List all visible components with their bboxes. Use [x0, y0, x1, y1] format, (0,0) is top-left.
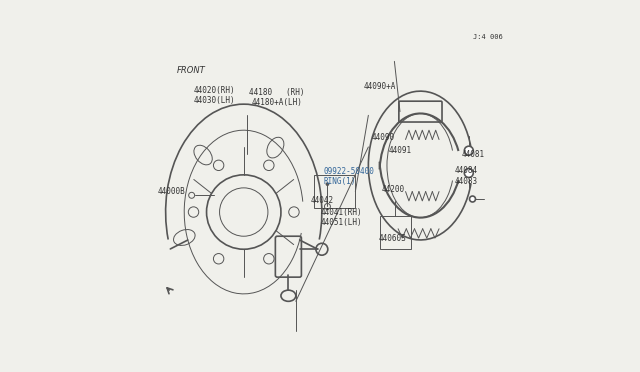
Text: 09922-50400
RING(1): 09922-50400 RING(1) — [324, 167, 374, 186]
Text: 44091: 44091 — [389, 146, 412, 155]
Circle shape — [326, 182, 330, 186]
Text: 44060S: 44060S — [379, 234, 406, 243]
Circle shape — [470, 196, 476, 202]
Text: 44081: 44081 — [461, 150, 484, 159]
Circle shape — [465, 146, 473, 155]
Text: 44090: 44090 — [371, 133, 394, 142]
Text: 44090+A: 44090+A — [364, 81, 396, 90]
Bar — [314, 175, 355, 208]
Text: 44042: 44042 — [310, 196, 334, 205]
Text: 44000B: 44000B — [157, 187, 185, 196]
Text: 44083: 44083 — [454, 177, 478, 186]
Text: 44041(RH)
44051(LH): 44041(RH) 44051(LH) — [321, 208, 363, 227]
Circle shape — [465, 169, 473, 177]
Text: 44200: 44200 — [381, 185, 404, 193]
Text: J:4 006: J:4 006 — [472, 34, 502, 40]
Text: FRONT: FRONT — [177, 65, 205, 74]
Bar — [380, 216, 411, 249]
Text: 44084: 44084 — [454, 166, 478, 175]
Text: 44020(RH)
44030(LH): 44020(RH) 44030(LH) — [193, 86, 235, 105]
Text: 44180   (RH)
44180+A(LH): 44180 (RH) 44180+A(LH) — [250, 87, 305, 107]
